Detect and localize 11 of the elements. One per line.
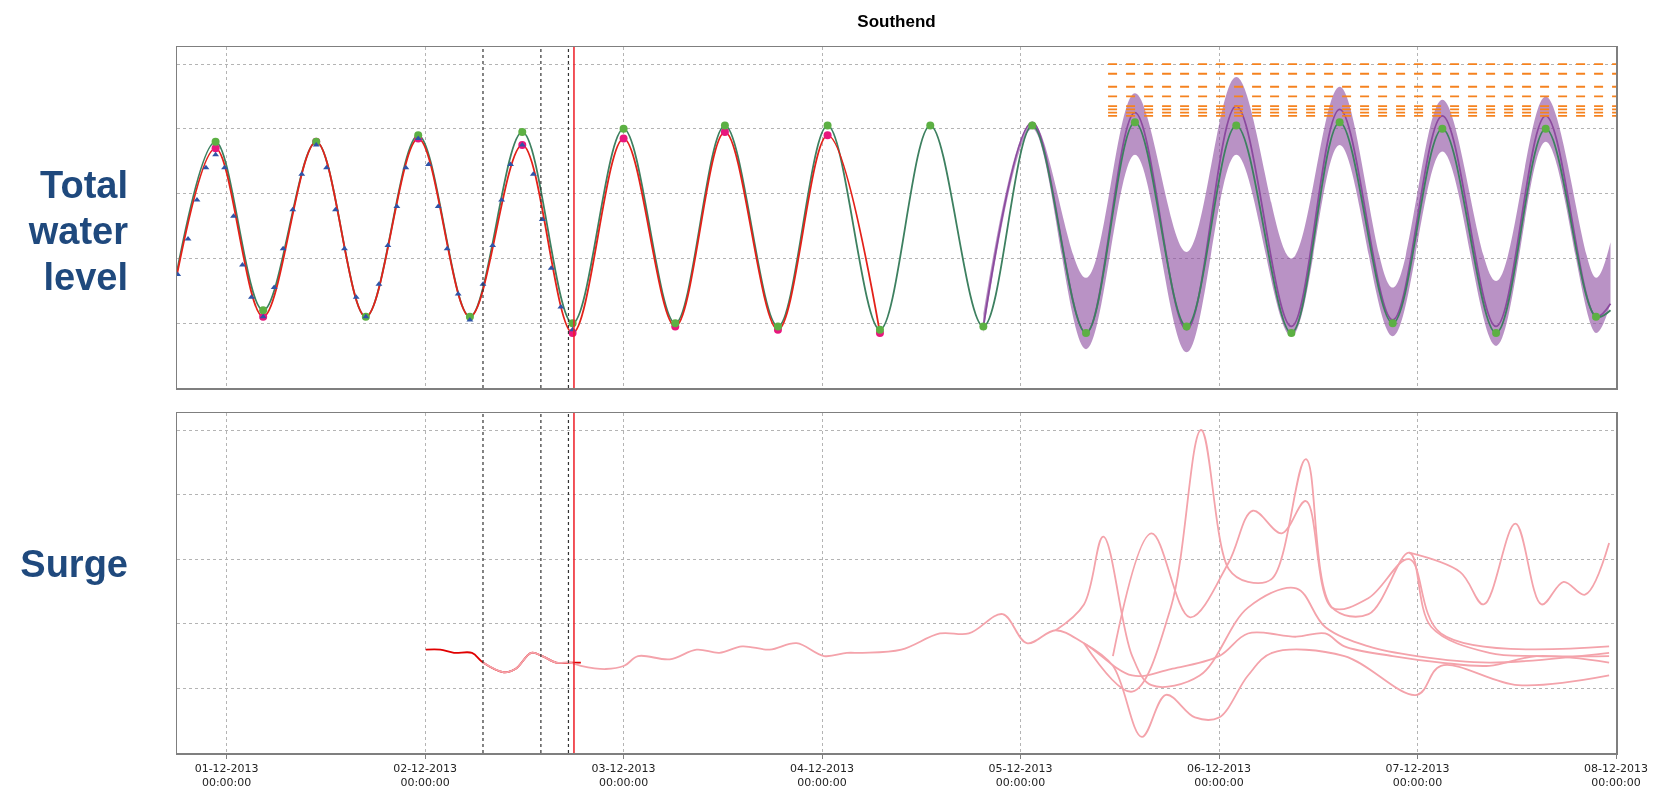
x-tick-label: 02-12-2013 00:00:00	[393, 761, 458, 789]
x-tick-label: 05-12-2013 00:00:00	[988, 761, 1053, 789]
x-tick-label: 06-12-2013 00:00:00	[1187, 761, 1251, 789]
x-tick-label: 08-12-2013 00:00:00	[1584, 761, 1648, 789]
y-axis-title: Total water level	[27, 163, 128, 300]
x-tick-label: 07-12-2013 00:00:00	[1385, 761, 1450, 789]
x-tick-label: 04-12-2013 00:00:00	[790, 761, 855, 789]
x-tick-label: 01-12-2013 00:00:00	[194, 761, 259, 789]
y-axis-title: Surge	[20, 542, 128, 587]
chart-title: Southend	[857, 11, 936, 31]
x-tick-label: 03-12-2013 00:00:00	[591, 761, 656, 789]
